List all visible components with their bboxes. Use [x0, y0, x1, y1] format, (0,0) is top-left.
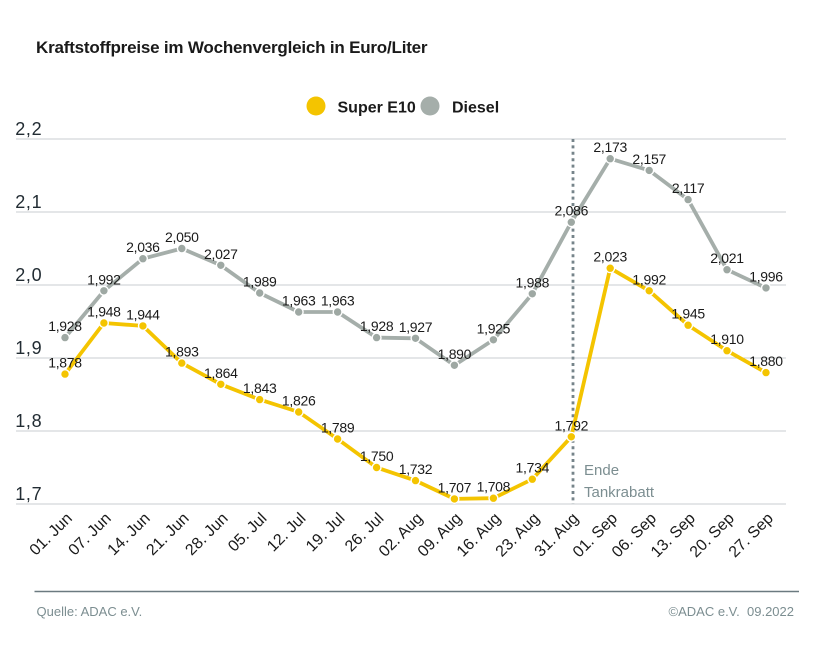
svg-text:Tankrabatt: Tankrabatt: [584, 484, 655, 501]
svg-text:1,734: 1,734: [516, 460, 550, 476]
svg-text:1,996: 1,996: [749, 268, 783, 284]
svg-text:©ADAC e.V. 09.2022: ©ADAC e.V. 09.2022: [669, 604, 794, 619]
svg-text:1,944: 1,944: [126, 306, 160, 322]
svg-text:1,893: 1,893: [165, 344, 199, 360]
svg-text:1,928: 1,928: [360, 318, 394, 334]
svg-text:1,732: 1,732: [399, 461, 433, 477]
svg-text:1,826: 1,826: [282, 393, 316, 409]
svg-text:1,864: 1,864: [204, 365, 238, 381]
svg-text:2,1: 2,1: [15, 192, 42, 212]
svg-text:Diesel: Diesel: [452, 100, 499, 117]
svg-text:2,050: 2,050: [165, 229, 199, 245]
svg-text:1,910: 1,910: [710, 331, 744, 347]
svg-text:2,036: 2,036: [126, 239, 160, 255]
svg-text:1,708: 1,708: [477, 479, 511, 495]
svg-text:Quelle: ADAC e.V.: Quelle: ADAC e.V.: [37, 604, 143, 619]
svg-text:1,890: 1,890: [438, 346, 472, 362]
svg-text:1,945: 1,945: [671, 306, 705, 322]
svg-text:1,992: 1,992: [632, 271, 666, 287]
svg-text:2,2: 2,2: [15, 119, 42, 139]
svg-text:1,963: 1,963: [282, 293, 316, 309]
svg-text:1,789: 1,789: [321, 420, 355, 436]
svg-text:1,928: 1,928: [48, 318, 82, 334]
svg-text:1,843: 1,843: [243, 380, 277, 396]
svg-text:2,0: 2,0: [15, 265, 42, 285]
svg-text:1,750: 1,750: [360, 448, 394, 464]
svg-text:2,173: 2,173: [593, 139, 627, 155]
svg-text:1,989: 1,989: [243, 274, 277, 290]
svg-text:2,086: 2,086: [555, 203, 589, 219]
svg-text:1,925: 1,925: [477, 320, 511, 336]
svg-text:1,7: 1,7: [15, 484, 42, 504]
svg-text:1,948: 1,948: [87, 304, 121, 320]
svg-text:Ende: Ende: [584, 462, 619, 479]
svg-text:1,707: 1,707: [438, 479, 472, 495]
svg-text:2,117: 2,117: [672, 180, 705, 196]
svg-text:1,8: 1,8: [15, 411, 42, 431]
svg-text:1,992: 1,992: [87, 271, 121, 287]
svg-text:1,963: 1,963: [321, 293, 355, 309]
svg-text:1,927: 1,927: [399, 319, 433, 335]
svg-text:Kraftstoffpreise im Wochenverg: Kraftstoffpreise im Wochenvergleich in E…: [36, 38, 428, 57]
svg-text:1,792: 1,792: [555, 417, 589, 433]
svg-text:2,157: 2,157: [632, 151, 666, 167]
svg-text:1,9: 1,9: [15, 338, 42, 358]
svg-text:2,023: 2,023: [593, 249, 627, 265]
svg-text:1,880: 1,880: [749, 353, 783, 369]
svg-text:1,878: 1,878: [48, 355, 82, 371]
svg-text:2,027: 2,027: [204, 246, 238, 262]
svg-text:Super E10: Super E10: [338, 100, 416, 117]
svg-text:1,988: 1,988: [516, 274, 550, 290]
svg-text:2,021: 2,021: [710, 250, 744, 266]
